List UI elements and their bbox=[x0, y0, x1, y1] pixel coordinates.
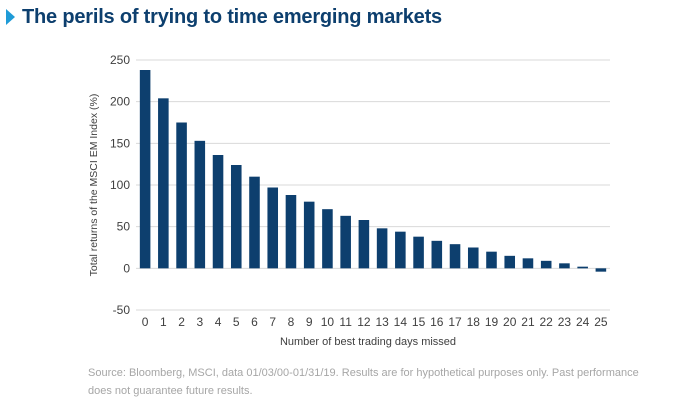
x-tick-label: 1 bbox=[160, 315, 167, 329]
x-tick-label: 11 bbox=[339, 315, 352, 329]
y-tick-label: 50 bbox=[117, 220, 131, 234]
title-arrow-icon bbox=[6, 9, 15, 25]
bar-5 bbox=[230, 165, 242, 269]
x-tick-label: 14 bbox=[394, 315, 408, 329]
bar-10 bbox=[322, 209, 333, 269]
bar-20 bbox=[504, 255, 516, 269]
bar-24 bbox=[577, 266, 588, 269]
x-tick-label: 17 bbox=[448, 315, 462, 329]
y-tick-label: 200 bbox=[110, 95, 130, 109]
y-tick-label: -50 bbox=[113, 303, 131, 317]
x-tick-label: 21 bbox=[521, 315, 535, 329]
x-tick-label: 16 bbox=[430, 315, 444, 329]
x-tick-label: 4 bbox=[215, 315, 222, 329]
bar-1 bbox=[158, 98, 169, 269]
bar-0 bbox=[139, 70, 151, 269]
bar-12 bbox=[358, 220, 370, 269]
x-tick-label: 8 bbox=[288, 315, 295, 329]
chart-title: The perils of trying to time emerging ma… bbox=[22, 5, 442, 28]
bar-3 bbox=[194, 140, 206, 269]
bar-23 bbox=[559, 263, 570, 269]
bar-14 bbox=[395, 231, 406, 269]
bar-19 bbox=[486, 251, 497, 269]
bar-13 bbox=[376, 228, 388, 269]
y-tick-label: 250 bbox=[110, 53, 130, 67]
bar-21 bbox=[522, 258, 534, 269]
gridlines bbox=[136, 59, 610, 311]
y-axis-label: Total returns of the MSCI EM Index (%) bbox=[88, 94, 100, 277]
x-tick-label: 0 bbox=[142, 315, 149, 329]
x-tick-label: 5 bbox=[233, 315, 240, 329]
x-tick-label: 23 bbox=[558, 315, 572, 329]
y-tick-label: 100 bbox=[110, 178, 130, 192]
x-tick-label: 15 bbox=[412, 315, 426, 329]
bar-15 bbox=[413, 236, 424, 269]
y-tick-labels: -50 0 50 100 150 200 250 bbox=[110, 53, 130, 317]
x-tick-label: 22 bbox=[540, 315, 554, 329]
title-row: The perils of trying to time emerging ma… bbox=[6, 4, 442, 30]
x-tick-label: 24 bbox=[576, 315, 590, 329]
bar-18 bbox=[467, 247, 479, 269]
x-tick-label: 13 bbox=[375, 315, 389, 329]
bar-7 bbox=[267, 187, 279, 269]
x-tick-label: 20 bbox=[503, 315, 517, 329]
bar-8 bbox=[285, 195, 297, 269]
x-tick-label: 3 bbox=[196, 315, 203, 329]
bar-16 bbox=[431, 240, 443, 269]
bar-22 bbox=[540, 260, 552, 269]
bar-25 bbox=[595, 268, 607, 272]
x-tick-label: 6 bbox=[251, 315, 258, 329]
bar-6 bbox=[249, 176, 260, 269]
x-tick-label: 10 bbox=[321, 315, 335, 329]
x-tick-labels: 0 1 2 3 4 5 6 7 8 9 10 11 12 13 14 15 16 17 18 19 20 21 22 23 24… bbox=[142, 315, 608, 329]
x-tick-label: 9 bbox=[306, 315, 313, 329]
bar-2 bbox=[176, 122, 187, 269]
x-tick-label: 19 bbox=[485, 315, 499, 329]
x-tick-label: 2 bbox=[178, 315, 185, 329]
x-axis-label: Number of best trading days missed bbox=[280, 336, 456, 348]
x-tick-label: 25 bbox=[594, 315, 608, 329]
bar-11 bbox=[340, 215, 351, 269]
x-tick-label: 7 bbox=[269, 315, 276, 329]
source-note: Source: Bloomberg, MSCI, data 01/03/00-0… bbox=[88, 367, 639, 397]
bar-9 bbox=[303, 201, 315, 269]
bar-17 bbox=[449, 244, 461, 269]
x-tick-label: 12 bbox=[357, 315, 371, 329]
bar-4 bbox=[212, 155, 224, 269]
y-tick-label: 0 bbox=[123, 261, 130, 275]
y-tick-label: 150 bbox=[110, 136, 130, 150]
bars bbox=[139, 70, 607, 272]
x-tick-label: 18 bbox=[467, 315, 481, 329]
